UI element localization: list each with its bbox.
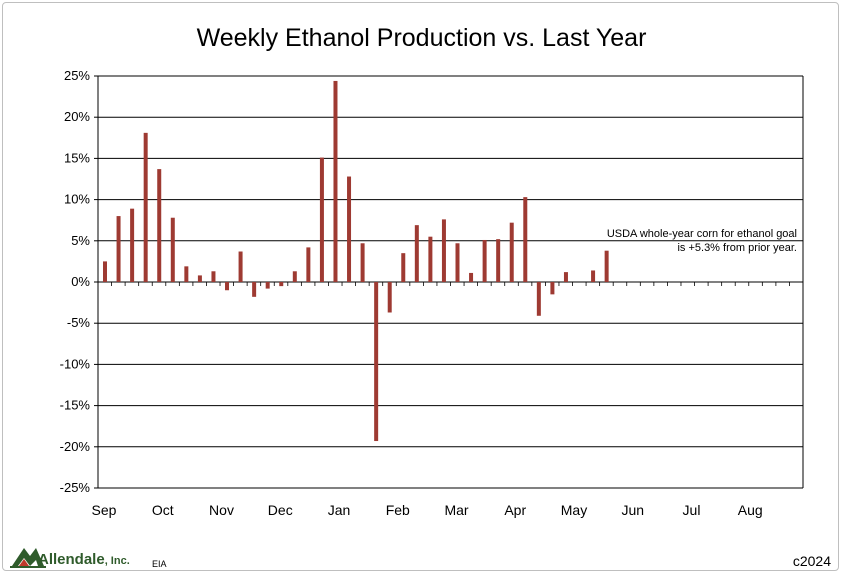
x-axis-ticks: Sep Oct Nov Dec Jan Feb Mar Apr May Jun Jul Aug bbox=[92, 282, 804, 518]
bar bbox=[306, 247, 311, 282]
bar bbox=[319, 157, 324, 282]
y-axis-ticks: 25% 20% 15% 10% 5% 0% -5% -10% -15% -20% -25% bbox=[60, 68, 98, 495]
bar bbox=[591, 270, 596, 282]
bar-series bbox=[103, 80, 609, 442]
bar bbox=[496, 239, 501, 282]
bar bbox=[143, 132, 148, 282]
bar bbox=[374, 282, 379, 442]
annotation-text: USDA whole-year corn for ethanol goal bbox=[607, 228, 797, 240]
bar bbox=[414, 225, 419, 282]
bar bbox=[265, 282, 270, 289]
y-tick-label: -10% bbox=[60, 356, 91, 371]
y-tick-label: 15% bbox=[64, 150, 90, 165]
bar bbox=[252, 282, 257, 297]
x-tick-label: Jul bbox=[683, 502, 701, 518]
bar bbox=[116, 216, 121, 282]
y-tick-label: 0% bbox=[71, 274, 90, 289]
chart-title: Weekly Ethanol Production vs. Last Year bbox=[196, 24, 647, 52]
bar bbox=[509, 222, 514, 282]
bar bbox=[292, 271, 297, 282]
grid-lines bbox=[97, 75, 804, 489]
bar bbox=[563, 272, 568, 282]
bar bbox=[170, 217, 175, 282]
bar bbox=[279, 282, 284, 287]
bar bbox=[157, 169, 162, 282]
bar bbox=[550, 282, 555, 295]
logo-text: Allendale, Inc. bbox=[38, 551, 130, 568]
allendale-logo-icon bbox=[10, 548, 46, 568]
x-tick-label: Dec bbox=[268, 502, 293, 518]
x-tick-label: Mar bbox=[444, 502, 468, 518]
x-tick-label: Sep bbox=[92, 502, 117, 518]
y-tick-label: -5% bbox=[67, 315, 91, 330]
y-tick-label: 10% bbox=[64, 192, 90, 207]
x-tick-label: Apr bbox=[504, 502, 526, 518]
bar bbox=[536, 282, 541, 316]
bar bbox=[333, 80, 338, 282]
bar bbox=[523, 197, 528, 282]
annotation-group: USDA whole-year corn for ethanol goal is … bbox=[607, 228, 797, 254]
bar bbox=[130, 208, 135, 282]
bar bbox=[428, 236, 433, 282]
bar bbox=[347, 176, 352, 282]
y-tick-label: -15% bbox=[60, 398, 91, 413]
bar bbox=[469, 272, 474, 282]
bar bbox=[455, 243, 460, 282]
x-tick-label: Oct bbox=[152, 502, 174, 518]
bar bbox=[441, 219, 446, 282]
y-tick-label: 5% bbox=[71, 233, 90, 248]
x-tick-label: Jan bbox=[328, 502, 351, 518]
x-tick-label: Aug bbox=[738, 502, 763, 518]
x-tick-label: Feb bbox=[386, 502, 410, 518]
source-label: EIA bbox=[152, 559, 167, 569]
bar bbox=[184, 266, 189, 282]
bar bbox=[604, 250, 609, 282]
copyright-label: c2024 bbox=[792, 553, 831, 569]
bar bbox=[211, 271, 216, 282]
bar bbox=[103, 261, 107, 282]
annotation-text: is +5.3% from prior year. bbox=[677, 242, 797, 254]
bar bbox=[387, 282, 392, 313]
y-tick-label: 20% bbox=[64, 109, 90, 124]
x-tick-label: Jun bbox=[621, 502, 644, 518]
bar bbox=[225, 282, 230, 291]
x-tick-label: Nov bbox=[209, 502, 234, 518]
bar bbox=[360, 243, 365, 282]
bar bbox=[401, 253, 406, 282]
bar bbox=[482, 239, 487, 282]
bar bbox=[197, 275, 202, 282]
bar bbox=[238, 251, 243, 282]
y-tick-label: -20% bbox=[60, 439, 91, 454]
x-tick-label: May bbox=[561, 502, 587, 518]
y-tick-label: -25% bbox=[60, 480, 91, 495]
y-tick-label: 25% bbox=[64, 68, 90, 83]
